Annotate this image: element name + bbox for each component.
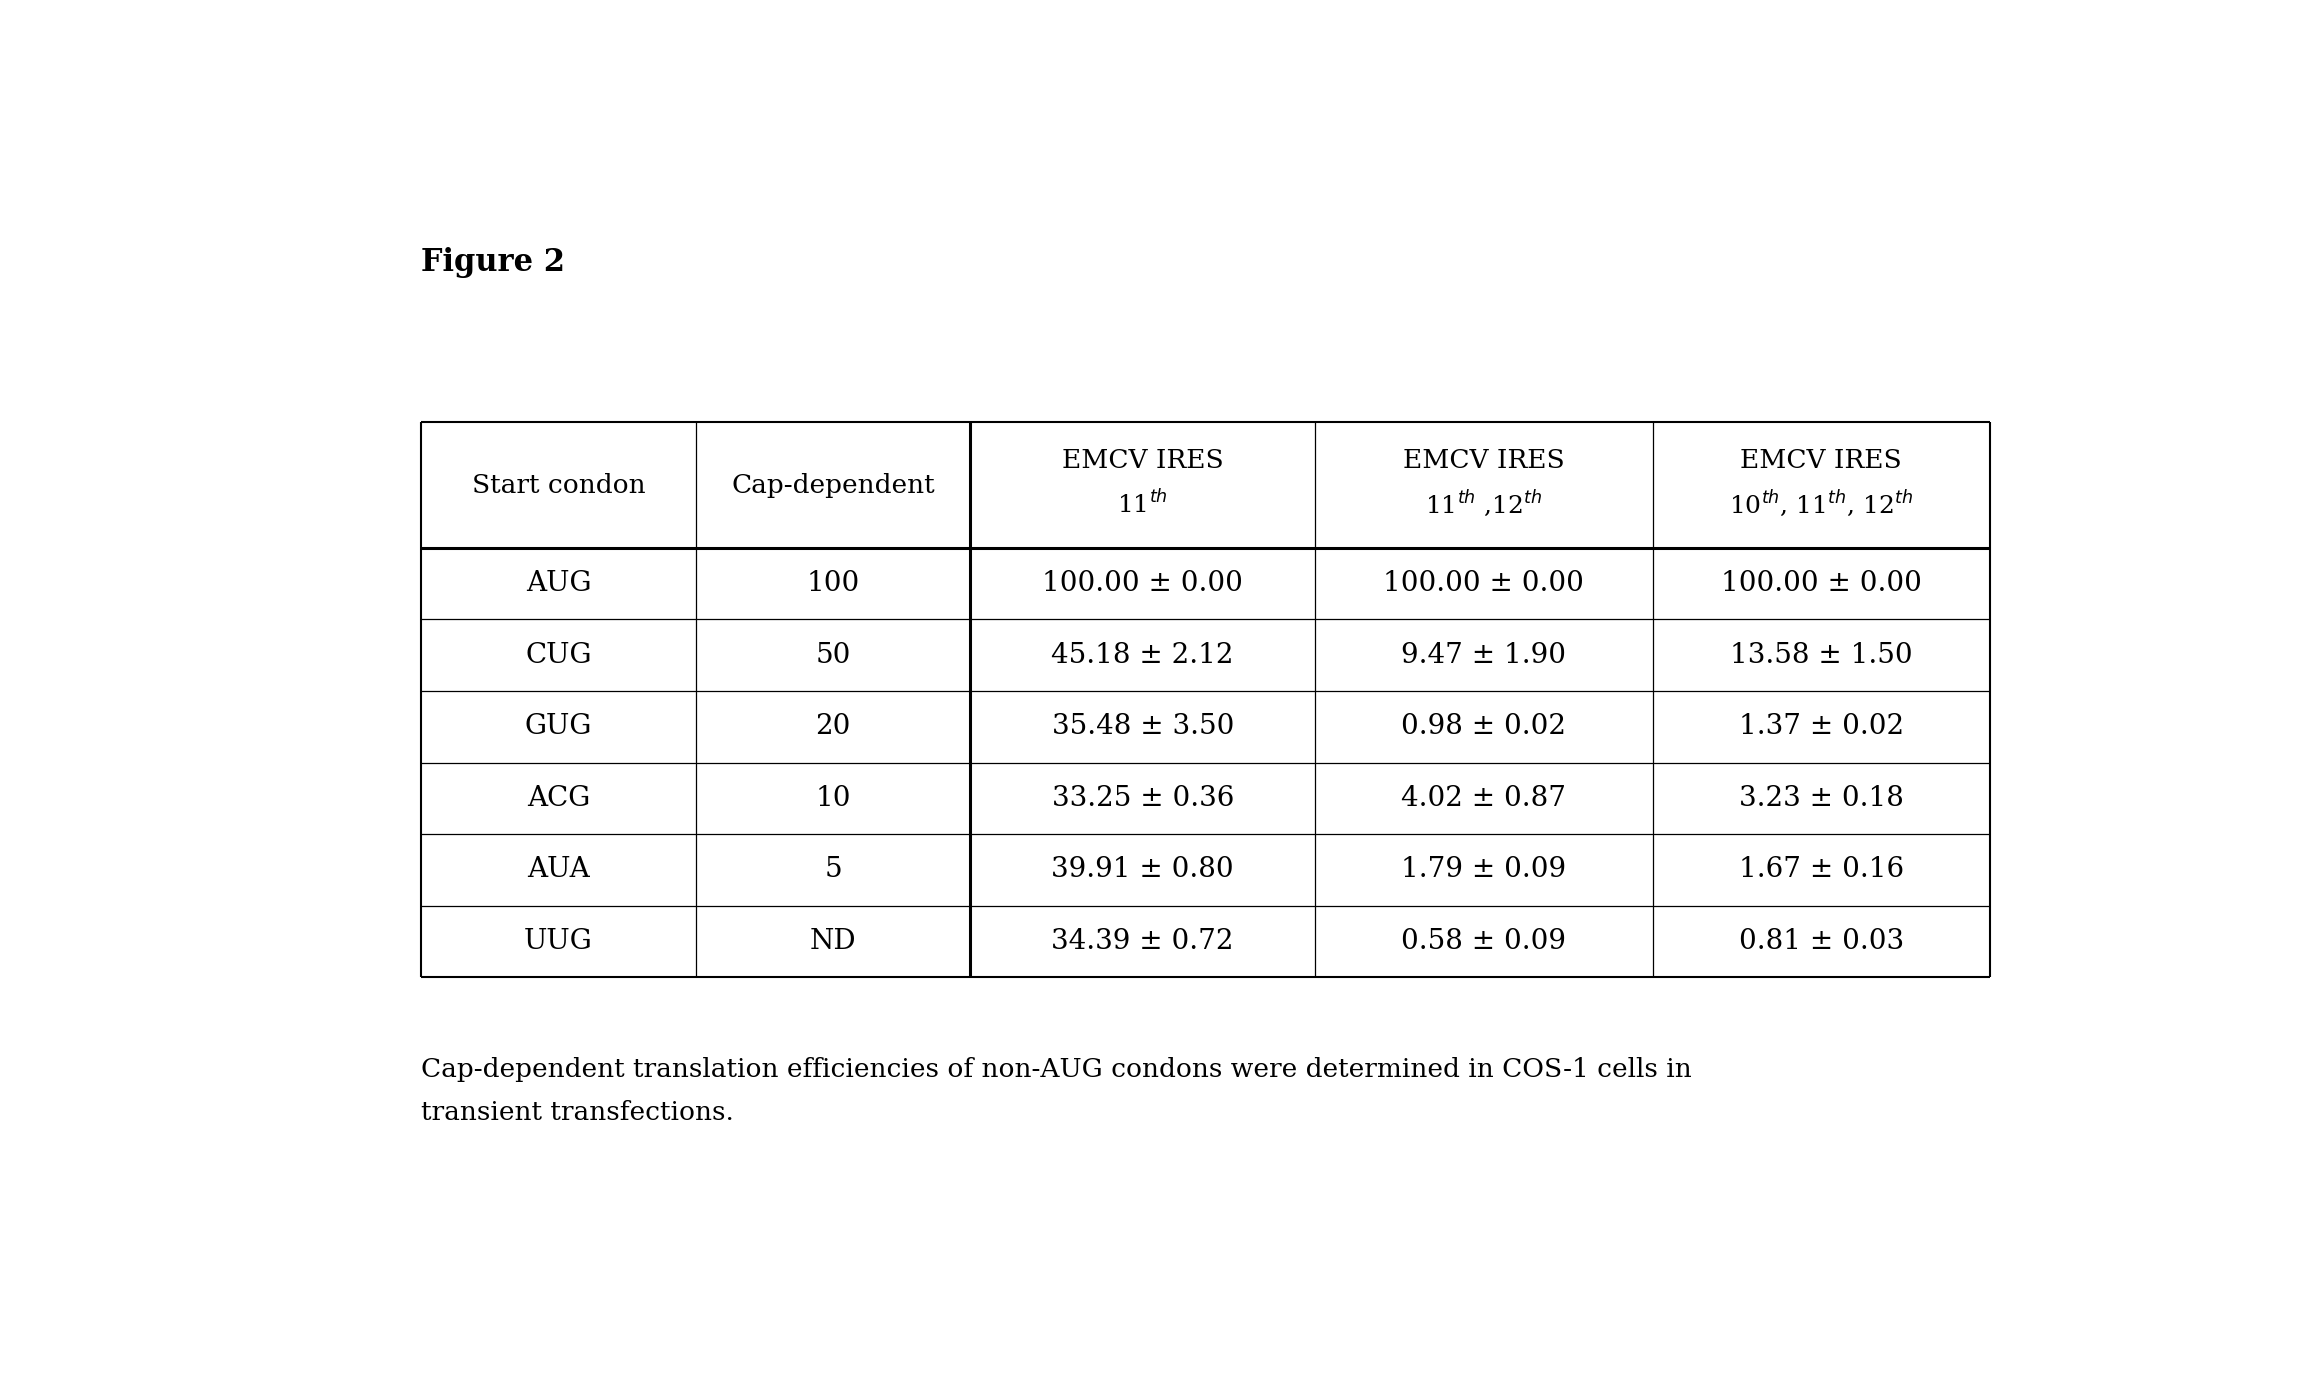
Text: transient transfections.: transient transfections. bbox=[421, 1100, 734, 1125]
Text: 1.79 ± 0.09: 1.79 ± 0.09 bbox=[1401, 857, 1566, 883]
Text: 0.98 ± 0.02: 0.98 ± 0.02 bbox=[1401, 714, 1566, 740]
Text: 0.81 ± 0.03: 0.81 ± 0.03 bbox=[1739, 929, 1904, 955]
Text: CUG: CUG bbox=[524, 642, 591, 668]
Text: 100: 100 bbox=[807, 570, 860, 597]
Text: 9.47 ± 1.90: 9.47 ± 1.90 bbox=[1401, 642, 1566, 668]
Text: 35.48 ± 3.50: 35.48 ± 3.50 bbox=[1051, 714, 1233, 740]
Text: UUG: UUG bbox=[524, 929, 593, 955]
Text: 3.23 ± 0.18: 3.23 ± 0.18 bbox=[1739, 784, 1904, 812]
Text: 4.02 ± 0.87: 4.02 ± 0.87 bbox=[1401, 784, 1566, 812]
Text: Cap-dependent: Cap-dependent bbox=[731, 473, 934, 498]
Text: 33.25 ± 0.36: 33.25 ± 0.36 bbox=[1051, 784, 1233, 812]
Text: 100.00 ± 0.00: 100.00 ± 0.00 bbox=[1042, 570, 1244, 597]
Text: 100.00 ± 0.00: 100.00 ± 0.00 bbox=[1385, 570, 1585, 597]
Text: AUA: AUA bbox=[527, 857, 589, 883]
Text: 1.67 ± 0.16: 1.67 ± 0.16 bbox=[1739, 857, 1904, 883]
Text: 11$^{th}$: 11$^{th}$ bbox=[1118, 489, 1168, 518]
Text: 10$^{th}$, 11$^{th}$, 12$^{th}$: 10$^{th}$, 11$^{th}$, 12$^{th}$ bbox=[1730, 489, 1914, 520]
Text: 39.91 ± 0.80: 39.91 ± 0.80 bbox=[1051, 857, 1235, 883]
Text: AUG: AUG bbox=[527, 570, 591, 597]
Text: 50: 50 bbox=[814, 642, 851, 668]
Text: 0.58 ± 0.09: 0.58 ± 0.09 bbox=[1401, 929, 1566, 955]
Text: Start condon: Start condon bbox=[472, 473, 646, 498]
Text: EMCV IRES: EMCV IRES bbox=[1741, 448, 1902, 473]
Text: 100.00 ± 0.00: 100.00 ± 0.00 bbox=[1720, 570, 1920, 597]
Text: EMCV IRES: EMCV IRES bbox=[1403, 448, 1564, 473]
Text: 13.58 ± 1.50: 13.58 ± 1.50 bbox=[1730, 642, 1914, 668]
Text: EMCV IRES: EMCV IRES bbox=[1063, 448, 1224, 473]
Text: 10: 10 bbox=[814, 784, 851, 812]
Text: GUG: GUG bbox=[524, 714, 591, 740]
Text: 1.37 ± 0.02: 1.37 ± 0.02 bbox=[1739, 714, 1904, 740]
Text: 11$^{th}$ ,12$^{th}$: 11$^{th}$ ,12$^{th}$ bbox=[1426, 489, 1543, 520]
Text: ND: ND bbox=[810, 929, 856, 955]
Text: 20: 20 bbox=[814, 714, 851, 740]
Text: 5: 5 bbox=[823, 857, 842, 883]
Text: ACG: ACG bbox=[527, 784, 591, 812]
Text: Figure 2: Figure 2 bbox=[421, 247, 566, 277]
Text: Cap-dependent translation efficiencies of non-AUG condons were determined in COS: Cap-dependent translation efficiencies o… bbox=[421, 1058, 1693, 1082]
Text: 45.18 ± 2.12: 45.18 ± 2.12 bbox=[1051, 642, 1235, 668]
Text: 34.39 ± 0.72: 34.39 ± 0.72 bbox=[1051, 929, 1235, 955]
